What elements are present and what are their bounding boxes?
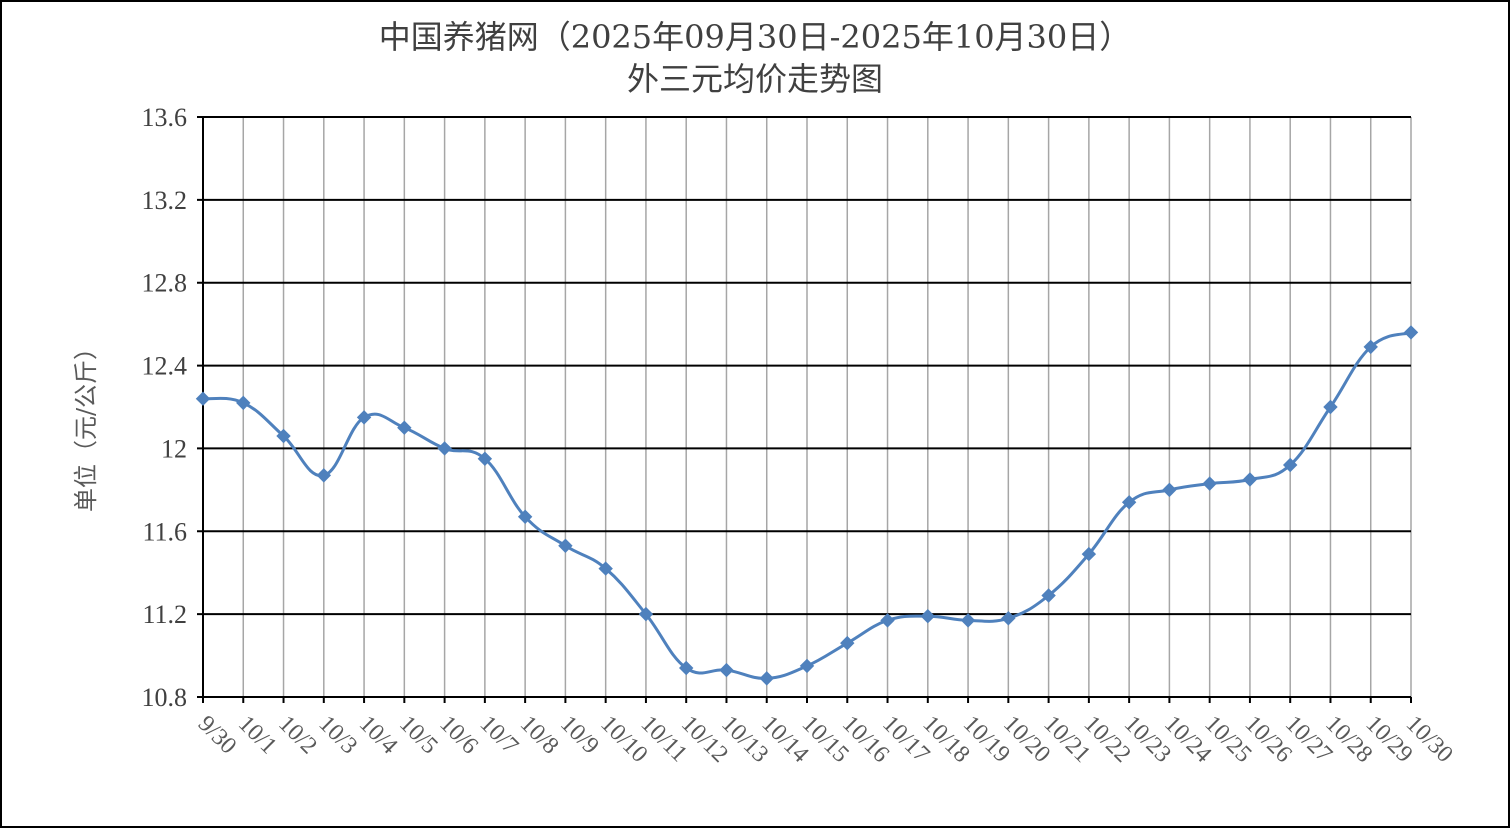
x-tick-labels: 9/3010/110/210/310/410/510/610/710/810/9… xyxy=(193,711,1458,768)
grid-layer xyxy=(197,116,1412,697)
x-tick-label: 10/2 xyxy=(273,711,322,760)
x-tick-label: 10/21 xyxy=(1038,711,1095,768)
data-point xyxy=(356,410,372,425)
data-point xyxy=(799,658,815,674)
x-tick-label: 10/16 xyxy=(837,711,894,768)
data-point xyxy=(517,509,533,524)
data-point xyxy=(558,538,573,553)
x-tick-label: 10/9 xyxy=(555,711,604,760)
x-tick-label: 10/28 xyxy=(1320,711,1377,768)
data-point xyxy=(920,609,936,624)
data-point xyxy=(638,606,654,622)
x-tick-label: 10/5 xyxy=(394,711,443,760)
data-point xyxy=(1081,546,1097,562)
x-tick-label: 10/30 xyxy=(1401,711,1458,768)
x-tick-label: 10/3 xyxy=(314,711,363,760)
x-tick-label: 10/6 xyxy=(434,711,483,760)
data-point xyxy=(1242,472,1258,487)
x-tick-label: 10/14 xyxy=(756,711,813,768)
x-tick-label: 10/27 xyxy=(1280,711,1337,768)
x-tick-label: 10/1 xyxy=(233,711,282,760)
x-tick-label: 10/15 xyxy=(797,711,854,768)
y-tick-label: 12 xyxy=(161,434,187,463)
x-tick-label: 10/23 xyxy=(1119,711,1176,768)
data-point xyxy=(598,561,613,576)
x-tick-label: 10/26 xyxy=(1240,711,1297,768)
y-tick-labels: 10.8 11.2 11.6 12 12.4 12.8 13.2 13.6 xyxy=(142,103,188,712)
y-tick-label: 12.8 xyxy=(142,269,188,298)
data-point xyxy=(1202,476,1217,491)
x-tick-label: 10/19 xyxy=(958,711,1015,768)
data-point xyxy=(880,613,895,628)
chart-subtitle: 外三元均价走势图 xyxy=(627,60,883,98)
data-point xyxy=(276,428,291,444)
data-point xyxy=(236,395,251,411)
data-point xyxy=(759,671,774,686)
x-tick-label: 10/24 xyxy=(1159,711,1216,768)
y-tick-label: 10.8 xyxy=(142,683,188,712)
y-tick-label: 13.2 xyxy=(142,186,188,215)
x-tick-label: 10/12 xyxy=(676,711,733,768)
y-tick-label: 12.4 xyxy=(142,352,188,381)
data-point xyxy=(960,613,976,628)
x-tick-label: 10/18 xyxy=(918,711,975,768)
chart-title: 中国养猪网（2025年09月30日-2025年10月30日） xyxy=(379,18,1132,56)
data-point xyxy=(678,660,694,676)
data-point xyxy=(1363,339,1378,355)
x-tick-label: 10/29 xyxy=(1360,711,1417,768)
y-axis-label: 单位（元/公斤） xyxy=(72,336,100,512)
data-point xyxy=(1162,482,1177,498)
x-tick-label: 10/8 xyxy=(515,711,564,760)
x-tick-label: 10/11 xyxy=(636,711,692,767)
y-tick-label: 13.6 xyxy=(142,103,188,132)
data-point xyxy=(1282,457,1298,473)
y-tick-label: 11.6 xyxy=(142,517,187,546)
x-tick-label: 10/22 xyxy=(1079,711,1136,768)
data-point xyxy=(397,420,412,435)
y-tick-label: 11.2 xyxy=(142,600,187,629)
data-point xyxy=(1041,588,1056,603)
x-tick-label: 9/30 xyxy=(193,711,242,760)
x-tick-label: 10/4 xyxy=(354,711,403,760)
data-point xyxy=(316,468,332,483)
data-point xyxy=(840,635,855,651)
data-point xyxy=(437,441,452,456)
x-tick-label: 10/25 xyxy=(1199,711,1256,768)
axis-layer xyxy=(197,117,1412,703)
x-tick-label: 10/7 xyxy=(475,711,524,760)
data-point xyxy=(719,662,734,678)
data-point xyxy=(1323,399,1338,415)
data-point xyxy=(195,391,211,406)
x-tick-label: 10/13 xyxy=(716,711,773,768)
data-point xyxy=(1403,325,1419,340)
data-point xyxy=(477,451,493,466)
x-tick-label: 10/20 xyxy=(998,711,1055,768)
data-point xyxy=(1001,611,1016,626)
x-tick-label: 10/17 xyxy=(877,711,934,768)
x-tick-label: 10/10 xyxy=(595,711,652,768)
data-points xyxy=(195,325,1419,686)
data-point xyxy=(1121,495,1137,510)
